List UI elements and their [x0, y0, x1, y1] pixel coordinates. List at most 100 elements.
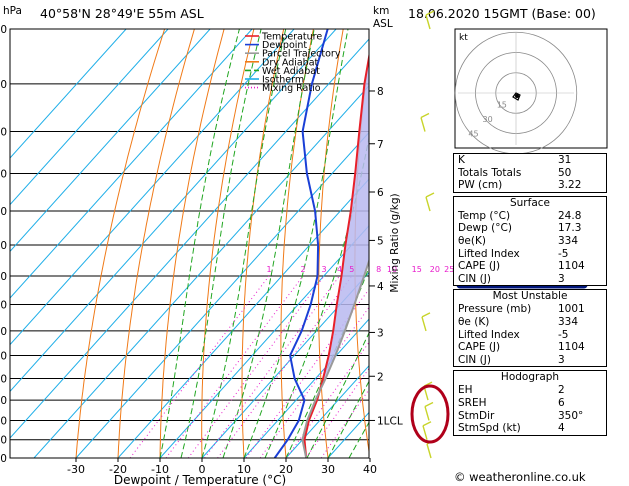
wet-adiabat-line — [159, 29, 240, 458]
isotherm-line — [10, 29, 295, 346]
wind-barb-flag — [425, 192, 435, 198]
most-unstable-box: Most Unstable Pressure (mb) 1001 θe (K) 334… — [453, 289, 607, 368]
hodograph-row: StmSpd (kt) 4 — [454, 422, 606, 435]
temperature-line — [303, 51, 369, 458]
y-tick-label: 300 — [0, 24, 7, 36]
most-unstable-row: CAPE (J) 1104 — [454, 341, 606, 354]
isotherm-line — [10, 29, 253, 299]
hodograph-kt-label: kt — [459, 33, 468, 43]
plot-frame — [9, 28, 370, 459]
y-tick-label: 400 — [0, 127, 7, 139]
index-row: PW (cm) 3.22 — [454, 179, 606, 192]
most-unstable-title: Most Unstable — [492, 290, 568, 303]
km-tick-label: 6 — [377, 187, 384, 199]
y-tick-label: 600 — [0, 271, 7, 283]
wet-adiabat-line — [243, 29, 349, 458]
wind-barb — [425, 14, 431, 30]
mixing-ratio-line — [165, 275, 304, 458]
surface-row: CIN (J) 3 — [454, 273, 606, 286]
surface-row: Lifted Index -5 — [454, 248, 606, 261]
most-unstable-value: -5 — [558, 328, 569, 341]
legend-entry: Parcel Trajectory — [262, 49, 341, 60]
wind-barb — [422, 425, 428, 440]
y-tick-label: 900 — [0, 415, 7, 427]
wet-adiabat-line — [327, 380, 369, 458]
most-unstable-row: θe (K) 334 — [454, 316, 606, 329]
hodograph-ring-label: 30 — [483, 115, 493, 124]
km-tick-label: 8 — [377, 86, 384, 98]
wind-barb-flag — [420, 112, 430, 119]
surface-box: Surface Temp (°C) 24.8 Dewp (°C) 17.3 θe(K) 3… — [453, 195, 607, 287]
surface-row: Dewp (°C) 17.3 — [454, 222, 606, 235]
x-tick-label: -20 — [109, 463, 127, 476]
hodograph-ring-label: 15 — [497, 101, 507, 110]
dry-adiabat-line — [318, 29, 344, 458]
hodograph-value: 350° — [558, 409, 584, 422]
wind-barb — [425, 196, 431, 212]
y-tick-label: 550 — [0, 240, 7, 252]
wind-barb — [420, 117, 426, 132]
indices-panel: K 31 Totals Totals 50 PW (cm) 3.22 Surface Te… — [453, 153, 607, 439]
hodograph-label: EH — [458, 384, 473, 397]
footer-credit: © weatheronline.co.uk — [454, 470, 586, 484]
low-level-wind-highlight — [410, 384, 450, 444]
km-tick-label: 5 — [377, 235, 384, 247]
surface-label: Dewp (°C) — [458, 222, 512, 235]
hodograph-label: StmSpd (kt) — [458, 422, 521, 435]
surface-row: θe(K) 334 — [454, 235, 606, 248]
isotherm-line — [201, 271, 369, 458]
isotherm-line — [33, 85, 369, 458]
legend-entry: Wet Adiabat — [262, 66, 320, 77]
legend-entry: Dry Adiabat — [262, 57, 319, 68]
x-tick-label: 30 — [321, 463, 335, 476]
index-value: 3.22 — [558, 179, 582, 192]
wet-adiabat-line — [201, 29, 287, 458]
location-title: 40°58'N 28°49'E 55m ASL — [40, 6, 204, 21]
isotherm-line — [117, 178, 369, 458]
index-row: K 31 — [454, 154, 606, 167]
wet-adiabat-line — [306, 331, 369, 458]
dry-adiabat-line — [117, 29, 195, 458]
km-tick-label: 2 — [377, 371, 384, 383]
y-tick-label: 950 — [0, 435, 7, 447]
y-tick-label: 650 — [0, 300, 7, 312]
index-label: Totals Totals — [458, 166, 522, 179]
mixing-ratio-label: 3 — [321, 265, 326, 274]
surface-label: θe(K) — [458, 234, 486, 247]
hodograph-row: SREH 6 — [454, 397, 606, 410]
mixing-ratio-label: 10 — [387, 265, 397, 274]
index-label: K — [458, 154, 465, 166]
km-label: km — [373, 5, 389, 17]
surface-value: 24.8 — [558, 209, 582, 222]
hodograph-ring-label: 45 — [468, 130, 478, 139]
isotherm-line — [10, 29, 211, 253]
asl-label: ASL — [373, 18, 393, 30]
parcel-trajectory-line — [301, 258, 369, 458]
legend-entry: Dewpoint — [262, 40, 307, 51]
legend-entry: Isotherm — [262, 75, 304, 86]
surface-row: Temp (°C) 24.8 — [454, 210, 606, 223]
wet-adiabat-line — [180, 29, 262, 458]
x-tick-label: 40 — [363, 463, 377, 476]
mixing-ratio-line — [187, 275, 325, 458]
hodograph-value: 6 — [558, 396, 565, 409]
most-unstable-label: θe (K) — [458, 315, 490, 328]
y-tick-label: 700 — [0, 326, 7, 338]
date-title: 18.06.2020 15GMT (Base: 00) — [408, 6, 596, 21]
mixing-ratio-label: 15 — [412, 265, 422, 274]
x-axis-label: Dewpoint / Temperature (°C) — [114, 473, 286, 486]
hodograph-row: EH 2 — [454, 384, 606, 397]
dry-adiabat-line — [241, 29, 285, 458]
isotherm-line — [285, 365, 369, 458]
km-tick-label: 7 — [377, 139, 384, 151]
hodograph-row: StmDir 350° — [454, 410, 606, 423]
hodograph-box: Hodograph EH 2 SREH 6 StmDir 350° StmSpd (kt) 4 — [453, 370, 607, 436]
dry-adiabat-line — [611, 29, 629, 458]
y-tick-label: 750 — [0, 350, 7, 362]
y-tick-label: 350 — [0, 79, 7, 91]
most-unstable-value: 3 — [558, 353, 565, 366]
dry-adiabat-line — [201, 29, 255, 458]
surface-label: CIN (J) — [458, 272, 491, 285]
hodograph-value: 4 — [558, 422, 565, 435]
